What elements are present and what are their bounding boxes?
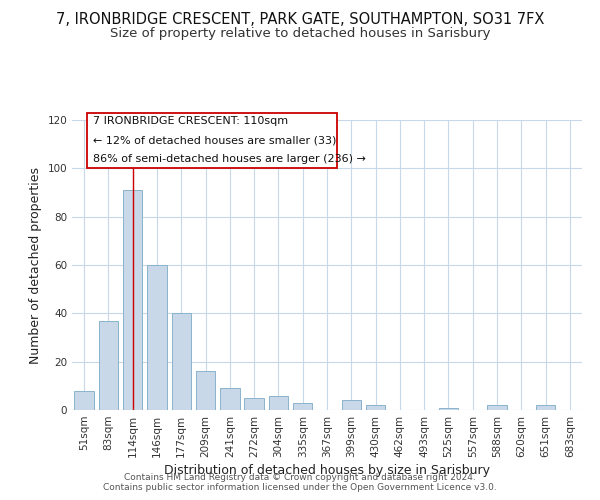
Bar: [99, 320, 118, 410]
Text: Size of property relative to detached houses in Sarisbury: Size of property relative to detached ho…: [110, 28, 490, 40]
Text: 7 IRONBRIDGE CRESCENT: 110sqm: 7 IRONBRIDGE CRESCENT: 110sqm: [94, 116, 289, 126]
Bar: [341, 400, 361, 410]
Bar: [293, 403, 313, 410]
FancyBboxPatch shape: [88, 113, 337, 168]
Bar: [269, 396, 288, 410]
Text: 86% of semi-detached houses are larger (236) →: 86% of semi-detached houses are larger (…: [94, 154, 366, 164]
Bar: [366, 405, 385, 410]
Bar: [123, 190, 142, 410]
Bar: [147, 265, 167, 410]
Bar: [220, 388, 239, 410]
X-axis label: Distribution of detached houses by size in Sarisbury: Distribution of detached houses by size …: [164, 464, 490, 477]
Bar: [487, 405, 507, 410]
Y-axis label: Number of detached properties: Number of detached properties: [29, 166, 42, 364]
Bar: [244, 398, 264, 410]
Bar: [196, 372, 215, 410]
Bar: [172, 314, 191, 410]
Text: 7, IRONBRIDGE CRESCENT, PARK GATE, SOUTHAMPTON, SO31 7FX: 7, IRONBRIDGE CRESCENT, PARK GATE, SOUTH…: [56, 12, 544, 28]
Bar: [74, 390, 94, 410]
Bar: [439, 408, 458, 410]
Text: Contains public sector information licensed under the Open Government Licence v3: Contains public sector information licen…: [103, 484, 497, 492]
Text: Contains HM Land Registry data © Crown copyright and database right 2024.: Contains HM Land Registry data © Crown c…: [124, 474, 476, 482]
Bar: [536, 405, 555, 410]
Text: ← 12% of detached houses are smaller (33): ← 12% of detached houses are smaller (33…: [94, 135, 337, 145]
